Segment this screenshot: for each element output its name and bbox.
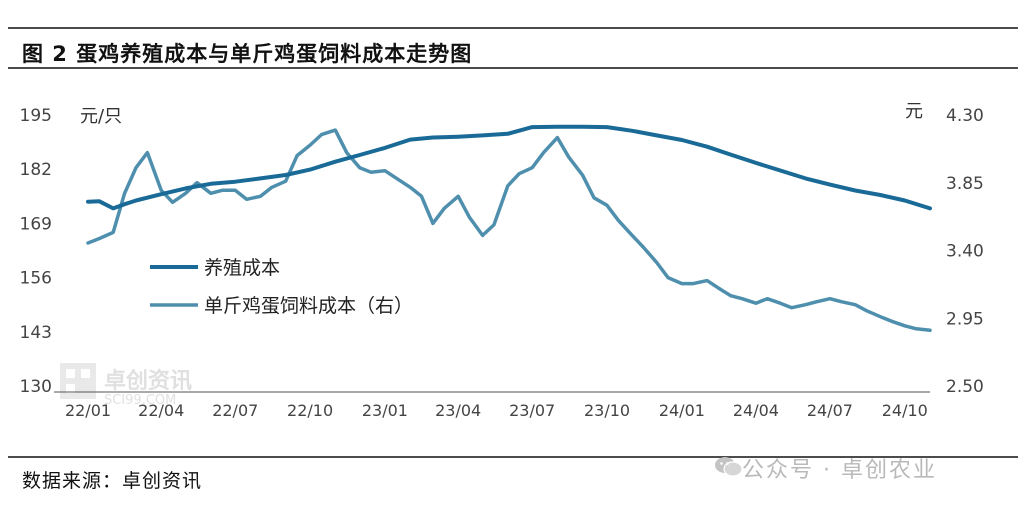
y-tick-left-label: 195	[20, 106, 52, 126]
y-tick-left-label: 143	[20, 323, 52, 343]
y-tick-right-label: 4.30	[946, 106, 984, 126]
watermark-logo-mark	[60, 363, 96, 399]
x-tick-label: 23/10	[584, 401, 630, 420]
x-tick-label: 23/01	[362, 401, 408, 420]
watermark-logo-sub: SCI99.COM	[104, 393, 176, 408]
y-tick-right-label: 3.40	[946, 242, 984, 262]
x-tick-label: 23/07	[509, 401, 555, 420]
x-tick-label: 22/01	[65, 401, 111, 420]
x-tick-label: 24/07	[807, 401, 853, 420]
legend: 养殖成本 单斤鸡蛋饲料成本（右）	[150, 257, 413, 317]
watermark-wechat-text: 公众号 · 卓创农业	[742, 458, 937, 483]
data-source: 数据来源：卓创资讯	[22, 470, 203, 492]
y-tick-right-label: 2.95	[946, 309, 984, 329]
y-axis-right-label: 元	[905, 101, 923, 122]
y-tick-right-label: 3.85	[946, 174, 984, 194]
series-line-breeding-cost	[86, 124, 932, 211]
y-tick-left-label: 182	[20, 160, 52, 180]
x-tick-label: 24/10	[882, 401, 928, 420]
x-tick-label: 23/04	[435, 401, 481, 420]
wechat-icon	[715, 457, 743, 477]
x-tick-label: 24/04	[733, 401, 779, 420]
legend-label-breeding: 养殖成本	[204, 257, 280, 279]
series-line-feed-cost	[86, 128, 932, 333]
y-tick-left-label: 130	[20, 377, 52, 397]
x-tick-label: 22/07	[212, 401, 258, 420]
watermark-logo: 卓创资讯 SCI99.COM	[60, 363, 192, 408]
y-tick-left-label: 156	[20, 269, 52, 289]
y-tick-right-label: 2.50	[946, 377, 984, 397]
x-tick-label: 24/01	[659, 401, 705, 420]
x-axis-ticks: 22/01 22/04 22/07 22/10 23/01 23/04 23/07 23/10…	[65, 401, 928, 420]
x-tick-label: 22/10	[287, 401, 333, 420]
y-axis-left-ticks: 195 182 169 156 143 130	[20, 106, 52, 397]
x-tick-label: 22/04	[138, 401, 184, 420]
y-tick-left-label: 169	[20, 214, 52, 234]
legend-label-feed: 单斤鸡蛋饲料成本（右）	[204, 295, 413, 317]
y-axis-right-ticks: 4.30 3.85 3.40 2.95 2.50	[946, 106, 984, 397]
y-axis-left-label: 元/只	[80, 106, 122, 127]
watermark-logo-text: 卓创资讯	[104, 369, 192, 394]
chart-title: 图 2 蛋鸡养殖成本与单斤鸡蛋饲料成本走势图	[22, 42, 473, 66]
